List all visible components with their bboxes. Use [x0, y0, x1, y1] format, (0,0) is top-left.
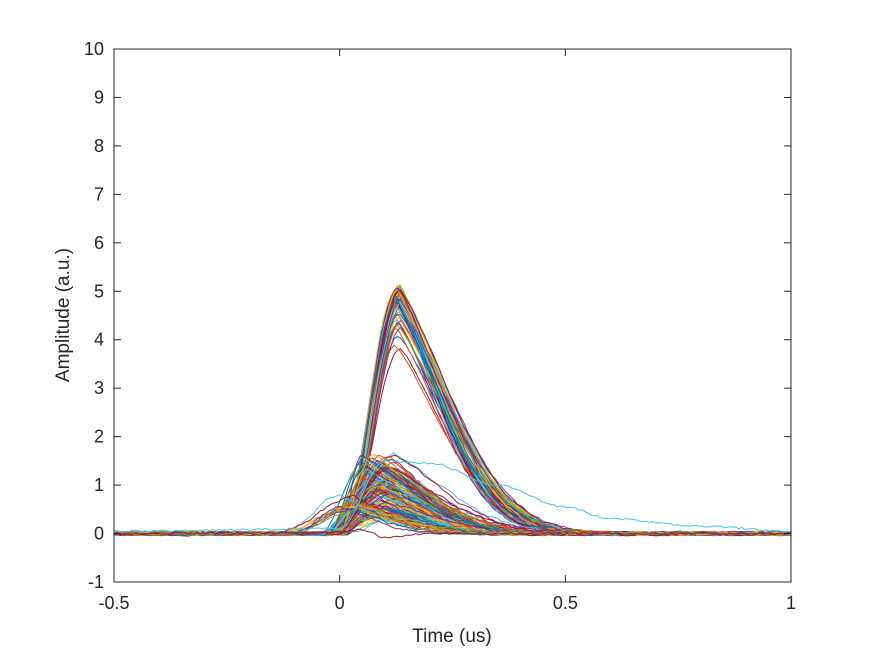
- y-tick-label: 3: [94, 378, 104, 398]
- y-tick-label: 6: [94, 233, 104, 253]
- x-ticks: -0.5 0 0.5 1: [98, 49, 796, 613]
- y-tick-label: 10: [84, 39, 104, 59]
- y-tick-label: 7: [94, 184, 104, 204]
- notable-trace: [113, 528, 792, 539]
- notable-trace: [113, 459, 792, 533]
- pulse-trace: [113, 507, 792, 536]
- x-tick-label: 1: [786, 593, 796, 613]
- y-tick-label: 0: [94, 524, 104, 544]
- y-tick-label: 9: [94, 87, 104, 107]
- traces-layer: [113, 284, 792, 539]
- y-tick-label: 8: [94, 136, 104, 156]
- y-tick-label: -1: [88, 572, 104, 592]
- plot-box: [113, 48, 792, 583]
- y-tick-label: 2: [94, 427, 104, 447]
- x-tick-label: -0.5: [98, 593, 129, 613]
- y-axis-label: Amplitude (a.u.): [53, 248, 74, 382]
- y-tick-label: 4: [94, 330, 104, 350]
- y-tick-label: 1: [94, 475, 104, 495]
- x-tick-label: 0: [335, 593, 345, 613]
- x-tick-label: 0.5: [553, 593, 578, 613]
- y-tick-label: 5: [94, 281, 104, 301]
- x-axis-label: Time (us): [412, 626, 492, 647]
- plot-background: [114, 49, 791, 582]
- y-ticks: -1 0 1 2 3 4 5 6 7 8 9 10: [84, 39, 791, 592]
